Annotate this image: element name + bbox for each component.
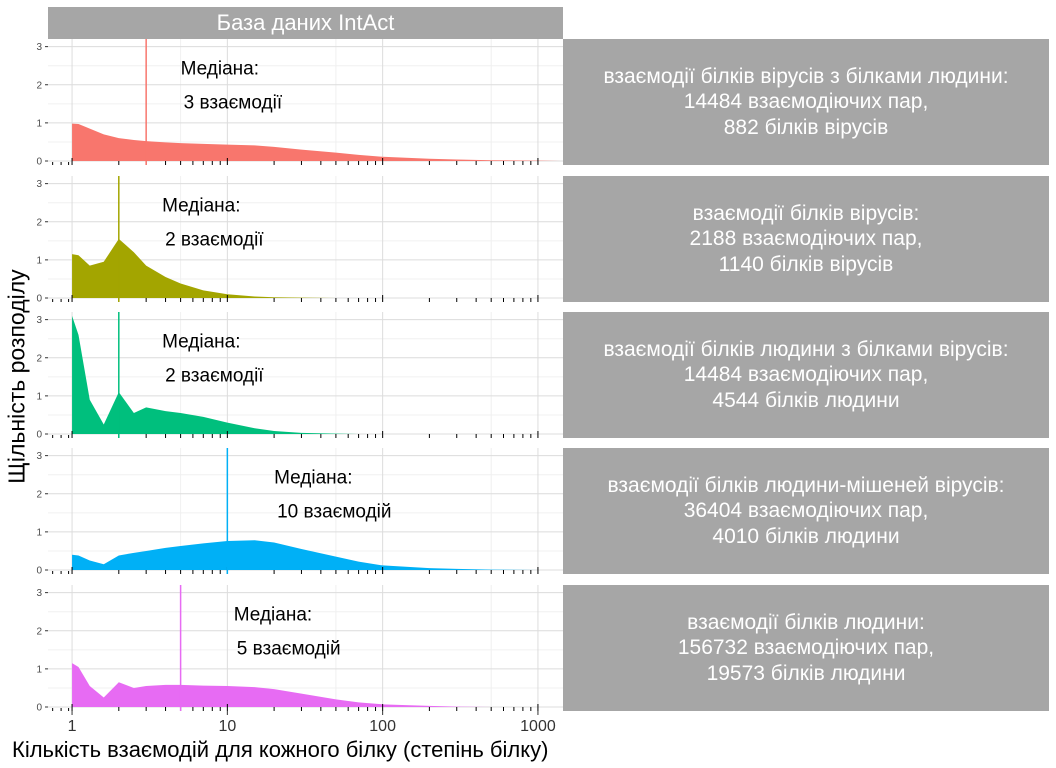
strip-line: взаємодії білків людини: xyxy=(687,611,925,635)
median-label: Медіана: xyxy=(162,331,240,352)
x-tick-label: 10 xyxy=(218,718,236,735)
y-tick-label: 3 xyxy=(36,315,42,326)
panel-strip: взаємодії білків вірусів з білками людин… xyxy=(563,39,1049,165)
strip-line: взаємодії білків вірусів: xyxy=(692,202,920,226)
median-label: Медіана: xyxy=(234,604,312,625)
strip-line: 14484 взаємодіючих пар, xyxy=(683,90,929,114)
strip-line: 36404 взаємодіючих пар, xyxy=(683,499,929,523)
strip-line: 2188 взаємодіючих пар, xyxy=(689,227,923,251)
strip-line: взаємодії білків вірусів з білками людин… xyxy=(603,65,1009,89)
x-axis-label: Кількість взаємодій для кожного білку (с… xyxy=(12,737,549,762)
y-tick-label: 3 xyxy=(36,179,42,190)
density-area xyxy=(72,238,561,298)
y-tick-label: 2 xyxy=(36,353,42,364)
y-tick-label: 2 xyxy=(36,626,42,637)
y-tick-label: 0 xyxy=(36,157,42,168)
y-axis-label: Щільність розподілу xyxy=(3,269,30,484)
x-tick-label: 1 xyxy=(68,718,77,735)
y-tick-label: 3 xyxy=(36,42,42,53)
panel-strip: взаємодії білків людини-мішеней вірусів:… xyxy=(563,448,1049,574)
y-tick-label: 3 xyxy=(36,451,42,462)
strip-line: 4544 білків людини xyxy=(712,388,900,412)
median-label: Медіана: xyxy=(274,467,352,488)
strip-line: 19573 білків людини xyxy=(706,661,906,685)
y-tick-label: 1 xyxy=(36,527,42,538)
top-strip-title: База даних IntAct xyxy=(48,7,563,39)
y-tick-label: 2 xyxy=(36,217,42,228)
strip-line: 1140 білків вірусів xyxy=(718,252,894,276)
panel-strip: взаємодії білків людини: 156732 взаємоді… xyxy=(563,585,1049,711)
y-tick-label: 0 xyxy=(36,703,42,714)
panel-strip: взаємодії білків вірусів: 2188 взаємодію… xyxy=(563,176,1049,302)
median-value-label: 3 взаємодії xyxy=(184,92,283,113)
panel-strip: взаємодії білків людини з білками вірусі… xyxy=(563,312,1049,438)
y-tick-label: 1 xyxy=(36,391,42,402)
density-area xyxy=(72,540,561,570)
median-value-label: 2 взаємодії xyxy=(165,365,264,386)
y-tick-label: 1 xyxy=(36,255,42,266)
strip-line: взаємодії білків людини-мішеней вірусів: xyxy=(607,474,1005,498)
density-area xyxy=(72,123,561,161)
median-value-label: 10 взаємодій xyxy=(277,501,391,522)
strip-line: 156732 взаємодіючих пар, xyxy=(677,636,935,660)
median-value-label: 2 взаємодії xyxy=(165,229,264,250)
density-area xyxy=(72,315,561,434)
x-tick-label: 1000 xyxy=(520,718,556,735)
median-label: Медіана: xyxy=(162,195,240,216)
strip-line: 882 білків вірусів xyxy=(723,115,889,139)
y-tick-label: 2 xyxy=(36,489,42,500)
strip-line: взаємодії білків людини з білками вірусі… xyxy=(603,338,1009,362)
strip-line: 14484 взаємодіючих пар, xyxy=(683,363,929,387)
y-tick-label: 3 xyxy=(36,588,42,599)
y-tick-label: 0 xyxy=(36,294,42,305)
y-tick-label: 2 xyxy=(36,80,42,91)
median-value-label: 5 взаємодій xyxy=(237,638,341,659)
density-area xyxy=(72,663,561,707)
y-tick-label: 0 xyxy=(36,566,42,577)
y-tick-label: 1 xyxy=(36,118,42,129)
y-tick-label: 0 xyxy=(36,430,42,441)
median-label: Медіана: xyxy=(181,58,259,79)
y-tick-label: 1 xyxy=(36,664,42,675)
strip-line: 4010 білків людини xyxy=(712,524,900,548)
x-tick-label: 100 xyxy=(369,718,396,735)
